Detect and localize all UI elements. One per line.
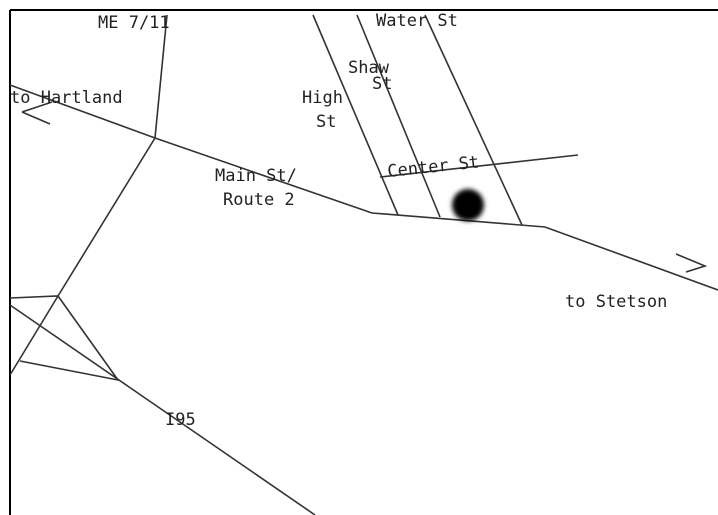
label-line: St <box>316 112 336 132</box>
label-line: Main St/ <box>215 166 297 186</box>
interstate-95 <box>9 304 316 515</box>
water-street <box>424 14 523 226</box>
label-line: Shaw <box>348 58 390 78</box>
center-street <box>379 154 579 178</box>
label-line: St <box>372 74 392 94</box>
place-label: to Stetson <box>565 292 667 312</box>
location-marker <box>452 189 484 221</box>
route-7-11 <box>9 14 168 376</box>
road-label: I95 <box>165 410 196 430</box>
arrow-left <box>21 101 53 113</box>
main-street <box>9 84 718 291</box>
label-line: Route 2 <box>223 190 295 210</box>
road-label: ME 7/11 <box>98 13 170 33</box>
road-label: Water St <box>376 11 458 31</box>
road-label: High St <box>302 88 343 132</box>
arrow-right <box>675 253 708 273</box>
road-label: Shaw St <box>348 58 392 94</box>
shaw-street <box>356 14 441 218</box>
high-street <box>312 14 399 216</box>
road-label: Main St/Route 2 <box>215 166 297 210</box>
ramp <box>9 295 120 382</box>
arrow-left <box>21 111 51 125</box>
label-line: High <box>302 88 343 108</box>
place-label: to Hartland <box>10 88 123 108</box>
